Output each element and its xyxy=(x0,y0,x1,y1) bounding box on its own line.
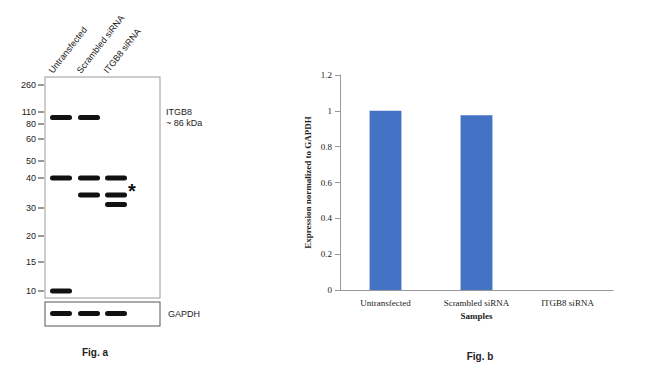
svg-text:Scrambled siRNA: Scrambled siRNA xyxy=(75,13,127,75)
svg-text:0.8: 0.8 xyxy=(321,142,333,152)
svg-text:20: 20 xyxy=(26,231,36,241)
svg-text:40: 40 xyxy=(26,173,36,183)
svg-text:60: 60 xyxy=(26,134,36,144)
svg-text:Untransfected: Untransfected xyxy=(47,25,89,75)
svg-text:Fig. a: Fig. a xyxy=(82,347,109,358)
svg-text:0.6: 0.6 xyxy=(321,178,333,188)
svg-text:*: * xyxy=(128,180,136,202)
svg-text:~ 86 kDa: ~ 86 kDa xyxy=(166,118,202,128)
svg-text:10: 10 xyxy=(26,286,36,296)
svg-text:1.2: 1.2 xyxy=(321,70,332,80)
svg-text:Fig. b: Fig. b xyxy=(467,351,494,362)
svg-text:80: 80 xyxy=(26,119,36,129)
svg-text:ITGB8: ITGB8 xyxy=(166,107,192,117)
svg-text:1: 1 xyxy=(328,106,333,116)
svg-text:ITGB8 siRNA: ITGB8 siRNA xyxy=(541,298,594,308)
svg-text:15: 15 xyxy=(26,257,36,267)
svg-text:0.4: 0.4 xyxy=(321,213,333,223)
svg-text:0: 0 xyxy=(328,285,333,295)
svg-text:Samples: Samples xyxy=(460,311,493,321)
svg-text:Expression normalized to GAPDH: Expression normalized to GAPDH xyxy=(303,116,313,249)
svg-text:ITGB8 siRNA: ITGB8 siRNA xyxy=(102,27,143,76)
svg-text:30: 30 xyxy=(26,203,36,213)
svg-text:260: 260 xyxy=(21,80,36,90)
svg-text:0.2: 0.2 xyxy=(321,249,332,259)
svg-text:GAPDH: GAPDH xyxy=(168,309,200,319)
svg-text:Scrambled siRNA: Scrambled siRNA xyxy=(444,298,510,308)
svg-text:110: 110 xyxy=(22,107,36,117)
svg-text:Untransfected: Untransfected xyxy=(360,298,411,308)
svg-text:50: 50 xyxy=(26,156,36,166)
